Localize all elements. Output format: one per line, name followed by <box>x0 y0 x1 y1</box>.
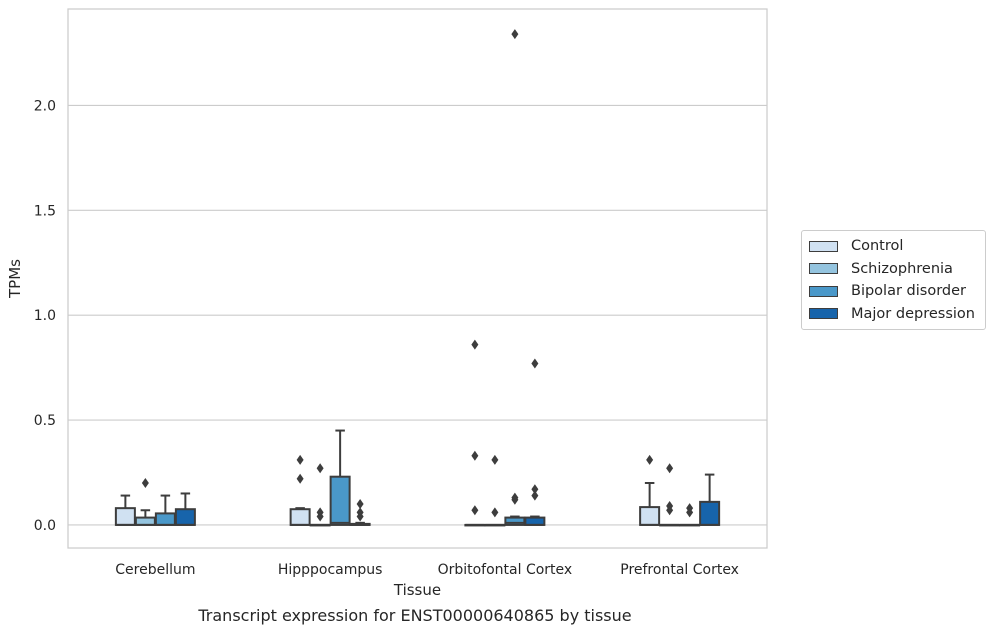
legend-label: Bipolar disorder <box>851 283 966 300</box>
box-bipolar-disorder <box>329 429 351 526</box>
y-tick-label: 1.5 <box>34 203 56 219</box>
legend-label: Control <box>851 238 904 255</box>
outlier-point <box>356 511 364 522</box>
outlier-point <box>316 463 324 474</box>
legend-swatch <box>809 285 838 297</box>
outlier-point <box>511 494 519 505</box>
x-tick-label: Prefrontal Cortex <box>620 562 739 578</box>
box-schizophrenia <box>309 463 331 527</box>
box-body <box>524 516 546 526</box>
box-body <box>699 500 721 526</box>
outlier-point <box>296 454 304 465</box>
box-major-depression <box>174 492 196 526</box>
legend-label: Major depression <box>851 305 975 322</box>
box-schizophrenia <box>659 463 681 527</box>
box-control <box>289 454 311 526</box>
legend-item: Major depression <box>802 303 985 326</box>
box-body <box>329 475 351 526</box>
x-tick-label: Orbitofontal Cortex <box>438 562 573 578</box>
outlier-point <box>471 505 479 516</box>
outlier-point <box>471 450 479 461</box>
box-body <box>174 508 196 526</box>
x-tick-label: Cerebellum <box>115 562 195 578</box>
box-series-layer <box>114 29 721 527</box>
outlier-point <box>666 463 674 474</box>
y-tick-label: 0.5 <box>34 413 56 429</box>
y-tick-label: 1.0 <box>34 308 56 324</box>
box-control <box>464 339 486 527</box>
outlier-point <box>356 498 364 509</box>
outlier-point <box>511 29 519 40</box>
box-major-depression <box>524 358 546 526</box>
box-schizophrenia <box>134 477 156 526</box>
y-tick-label: 2.0 <box>34 98 56 114</box>
box-bipolar-disorder <box>154 494 176 526</box>
box-body <box>114 507 136 526</box>
outlier-point <box>531 490 539 501</box>
box-body <box>289 508 311 526</box>
outlier-point <box>296 473 304 484</box>
box-bipolar-disorder <box>504 29 526 526</box>
box-body <box>639 506 661 526</box>
legend-swatch <box>809 240 838 252</box>
legend-label: Schizophrenia <box>851 260 953 277</box>
gridlines <box>68 104 767 526</box>
box-bipolar-disorder <box>679 503 701 527</box>
outlier-point <box>141 477 149 488</box>
legend-swatch <box>809 308 838 320</box>
box-major-depression <box>349 498 371 526</box>
figure-caption: Transcript expression for ENST0000064086… <box>198 606 632 625</box>
box-body <box>134 516 156 526</box>
y-tick-label: 0.0 <box>34 518 56 534</box>
legend-item: Control <box>802 235 985 258</box>
outlier-point <box>686 507 694 518</box>
outlier-point <box>491 454 499 465</box>
legend-item: Schizophrenia <box>802 258 985 281</box>
outlier-point <box>531 358 539 369</box>
chart-legend: Control Schizophrenia Bipolar disorder Majo… <box>801 230 986 330</box>
y-axis-ticks: 0.0 0.5 1.0 1.5 2.0 <box>34 98 56 533</box>
outlier-point <box>491 507 499 518</box>
y-axis-label: TPMs <box>6 259 24 299</box>
legend-swatch <box>809 263 838 275</box>
outlier-point <box>666 505 674 516</box>
x-axis-ticks: Cerebellum Hipppocampus Orbitofontal Corte… <box>115 562 739 578</box>
outlier-point <box>531 484 539 495</box>
box-control <box>639 454 661 526</box>
outlier-point <box>646 454 654 465</box>
x-axis-label: Tissue <box>393 581 441 599</box>
plot-area-frame <box>67 8 768 549</box>
box-schizophrenia <box>484 454 506 527</box>
box-control <box>114 494 136 526</box>
outlier-point <box>471 339 479 350</box>
x-tick-label: Hipppocampus <box>278 562 383 578</box>
legend-item: Bipolar disorder <box>802 280 985 303</box>
box-body <box>154 512 176 526</box>
box-major-depression <box>699 473 721 526</box>
outlier-point <box>316 511 324 522</box>
